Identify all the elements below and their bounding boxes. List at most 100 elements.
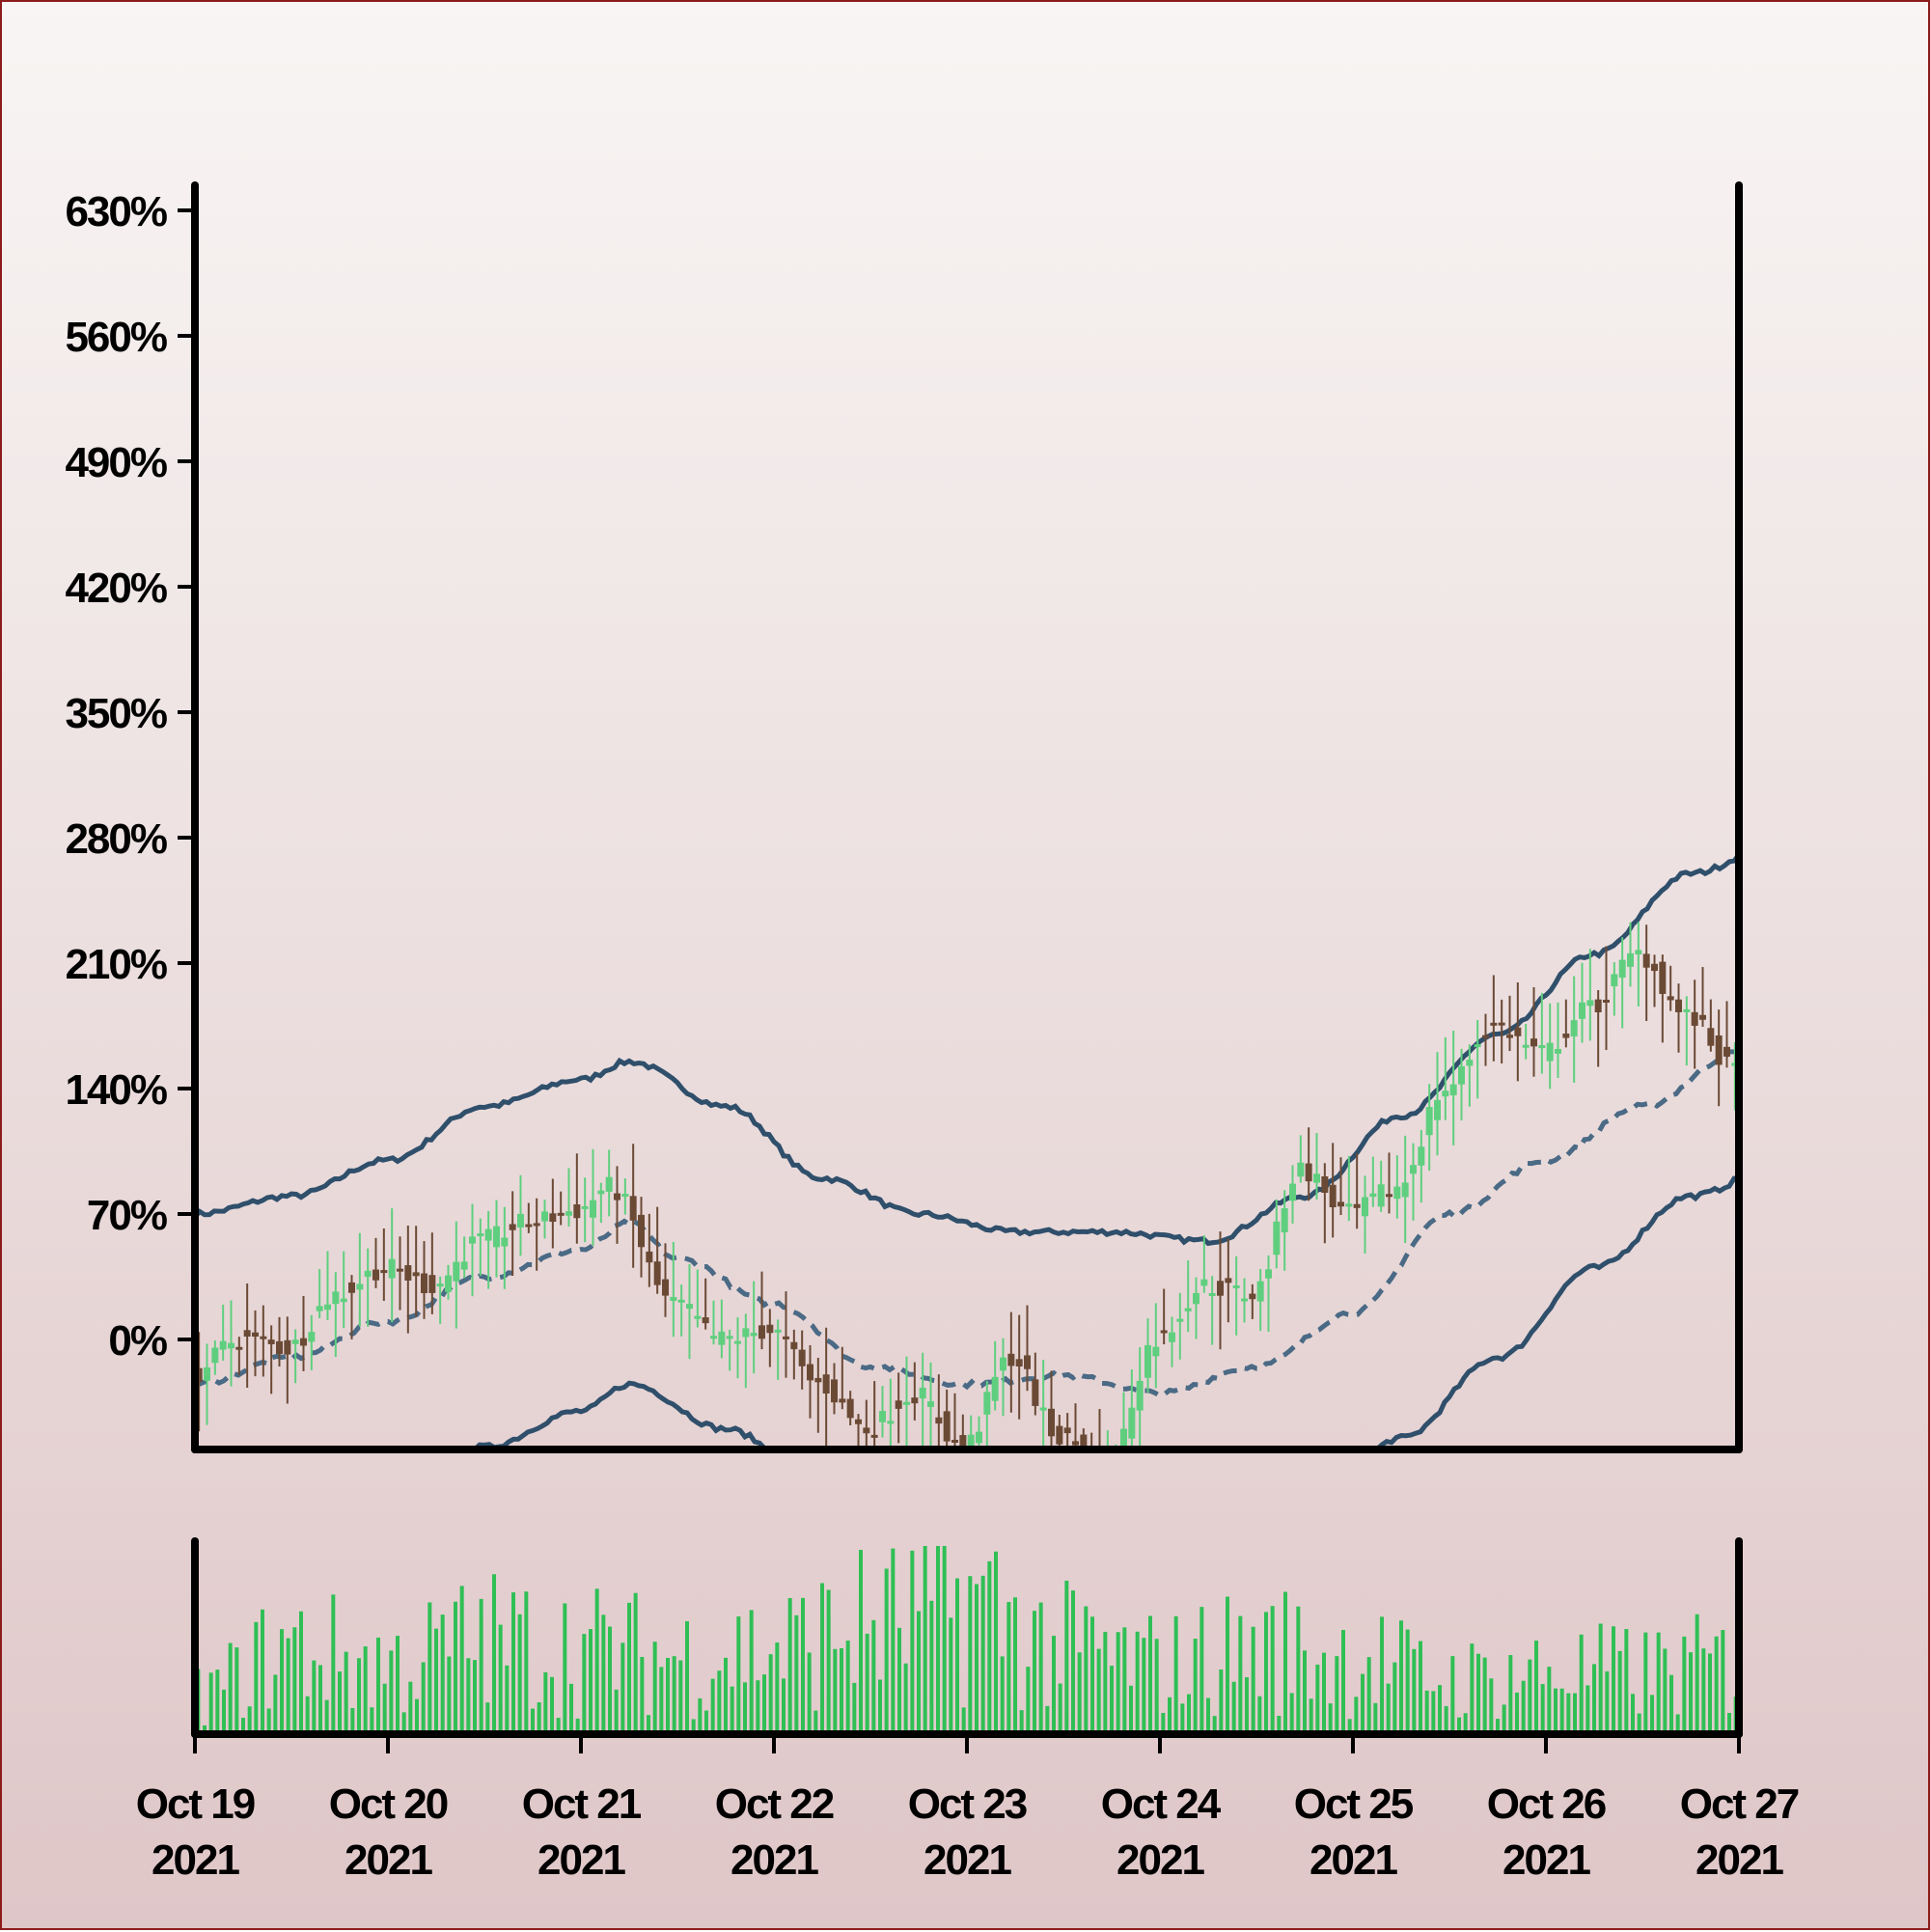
x-tick-label: Oct 24 — [1101, 1780, 1222, 1828]
candle-down — [348, 1275, 355, 1339]
candle-body — [718, 1331, 726, 1345]
volume-bar — [1180, 1703, 1185, 1734]
candle-body — [1555, 1049, 1561, 1054]
volume-bar — [1424, 1690, 1429, 1734]
volume-bar — [1283, 1591, 1287, 1734]
candle-down — [1691, 980, 1698, 1069]
candle-up — [1200, 1235, 1208, 1293]
volume-bar — [1084, 1606, 1089, 1734]
candle-up — [1627, 922, 1634, 987]
volume-bar — [710, 1678, 715, 1734]
candle-down — [380, 1228, 388, 1302]
candle-down — [1642, 925, 1650, 1022]
candle-body — [710, 1336, 717, 1339]
y-tick-label: 0% — [108, 1317, 166, 1365]
volume-bar — [1090, 1616, 1094, 1734]
candle-up — [1635, 922, 1642, 1007]
candle-body — [1169, 1332, 1175, 1342]
volume-bar — [1354, 1697, 1359, 1734]
candle-down — [428, 1232, 436, 1314]
candle-down — [855, 1414, 862, 1449]
candle-body — [228, 1342, 234, 1349]
candle-up — [750, 1281, 758, 1374]
volume-bar — [1270, 1606, 1275, 1734]
candle-body — [1128, 1407, 1136, 1439]
candle-down — [766, 1309, 774, 1367]
candle-down — [807, 1344, 813, 1419]
candle-body — [1594, 999, 1602, 1012]
candle-down — [267, 1325, 275, 1394]
volume-bar — [215, 1670, 220, 1734]
candle-body — [1048, 1408, 1055, 1437]
volume-bar — [222, 1689, 226, 1734]
volume-bar — [511, 1592, 515, 1734]
candle-down — [1160, 1288, 1168, 1345]
volume-bar — [1303, 1650, 1307, 1734]
candle-down — [895, 1372, 902, 1444]
candle-down — [831, 1363, 838, 1415]
candle-body — [1144, 1344, 1151, 1378]
candle-up — [1039, 1360, 1047, 1449]
candle-body — [1530, 1038, 1537, 1047]
candle-body — [590, 1200, 596, 1218]
candle-down — [1723, 1001, 1730, 1068]
candle-body — [1039, 1407, 1047, 1411]
volume-bar — [415, 1698, 419, 1734]
volume-bar — [292, 1627, 297, 1734]
candle-up — [1273, 1199, 1281, 1269]
candle-down — [870, 1381, 878, 1449]
candle-body — [1089, 1454, 1095, 1457]
volume-bar — [228, 1642, 233, 1734]
candle-up — [1425, 1084, 1433, 1171]
volume-bar — [1335, 1656, 1339, 1734]
candle-body — [895, 1400, 902, 1409]
volume-bar — [203, 1725, 207, 1734]
volume-bar — [787, 1597, 792, 1734]
candle-up — [1169, 1316, 1175, 1367]
candle-down — [1089, 1432, 1095, 1457]
volume-bar — [775, 1642, 780, 1734]
candle-up — [1193, 1277, 1199, 1339]
candle-body — [1072, 1441, 1079, 1446]
candle-down — [300, 1296, 307, 1371]
candle-body — [919, 1387, 926, 1399]
volume-bar — [833, 1648, 838, 1734]
volume-bar — [1380, 1616, 1384, 1734]
candle-body — [1136, 1380, 1144, 1411]
volume-bar — [1708, 1653, 1712, 1734]
candle-body — [1498, 1022, 1505, 1026]
volume-bar — [1238, 1615, 1243, 1734]
candle-up — [1289, 1165, 1296, 1224]
volume-bar — [594, 1588, 599, 1734]
candle-body — [1651, 963, 1658, 972]
volume-bar — [401, 1712, 406, 1734]
volume-bar — [1431, 1691, 1436, 1734]
candle-body — [460, 1261, 468, 1270]
volume-bar — [1045, 1705, 1050, 1734]
candle-up — [1241, 1278, 1248, 1323]
volume-bar — [1077, 1652, 1082, 1734]
candle-body — [1707, 1028, 1715, 1046]
volume-bar — [505, 1665, 510, 1734]
candle-up — [1401, 1135, 1409, 1244]
candle-body — [903, 1401, 910, 1405]
volume-bar — [929, 1600, 934, 1734]
candle-down — [1249, 1283, 1256, 1319]
candle-up — [1377, 1160, 1385, 1212]
volume-bar — [1457, 1717, 1461, 1734]
candle-up — [1136, 1346, 1144, 1447]
volume-bar — [1277, 1715, 1282, 1734]
volume-bar — [1264, 1612, 1268, 1734]
volume-bar — [627, 1602, 631, 1734]
volume-bar — [1296, 1606, 1301, 1734]
volume-bar — [1289, 1693, 1294, 1734]
x-tick-label-year: 2021 — [1117, 1836, 1204, 1884]
volume-plot-area — [196, 1546, 1738, 1734]
candle-body — [356, 1283, 364, 1290]
candle-up — [340, 1251, 347, 1329]
volume-bar — [350, 1707, 355, 1734]
y-tick-label: 280% — [65, 815, 166, 863]
candle-body — [1490, 1022, 1498, 1026]
volume-bar — [704, 1710, 708, 1734]
volume-bar — [1675, 1714, 1680, 1734]
